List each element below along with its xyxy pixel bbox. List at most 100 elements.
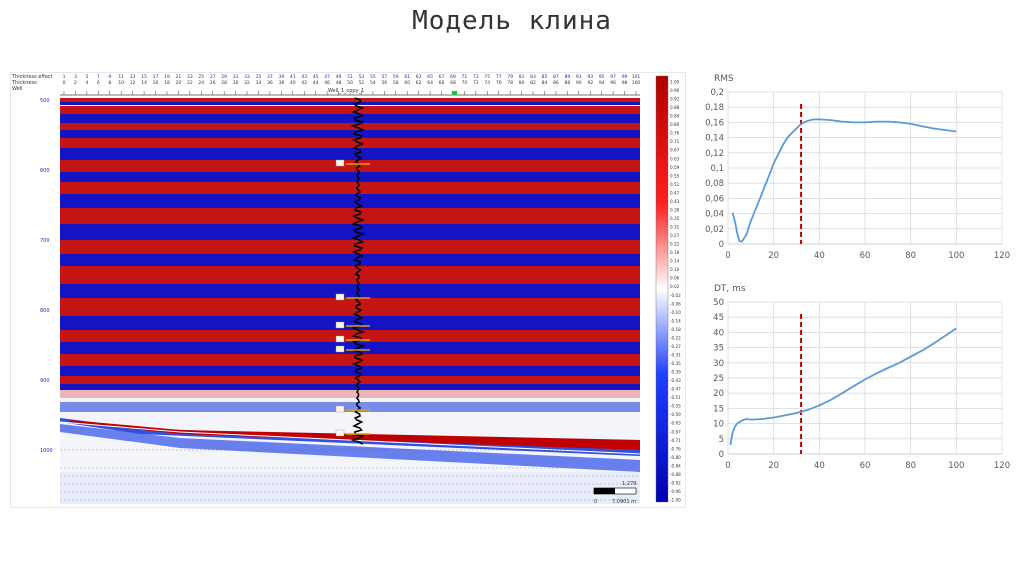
positive-amplitude-band [60, 354, 640, 366]
well-marker-label-box [335, 321, 345, 329]
positive-amplitude-band [60, 298, 640, 316]
thickness-effect-tick: 97 [610, 74, 616, 80]
y-tick-label: 0,14 [705, 134, 724, 144]
colorbar-tick-label: 0.63 [670, 156, 680, 161]
scale-ratio-label: 1:279 [622, 481, 636, 487]
y-tick-label: 0,16 [705, 118, 724, 128]
thickness-tick: 20 [176, 80, 182, 86]
positive-amplitude-band [60, 330, 640, 342]
x-tick-label: 20 [768, 251, 779, 261]
y-tick-label: 0,18 [705, 103, 724, 113]
thickness-tick: 6 [97, 80, 100, 86]
amplitude-colorbar [655, 75, 669, 503]
y-tick-label: 50 [713, 298, 724, 308]
colorbar-tick-label: 0.27 [670, 233, 680, 238]
thickness-tick: 92 [587, 80, 593, 86]
colorbar-tick-label: 0.92 [670, 97, 680, 102]
thickness-effect-tick: 75 [484, 74, 490, 80]
negative-amplitude-band [60, 284, 640, 298]
thickness-effect-tick: 9 [108, 74, 111, 80]
thickness-effect-tick: 61 [404, 74, 410, 80]
thickness-tick: 22 [187, 80, 193, 86]
colorbar-tick-label: -0.18 [670, 327, 681, 332]
y-tick-label: 0,06 [705, 194, 724, 204]
positive-amplitude-band [60, 160, 640, 172]
thickness-effect-tick: 43 [301, 74, 307, 80]
colorbar-tick-label: 0.96 [670, 88, 680, 93]
thickness-tick: 82 [530, 80, 536, 86]
well-log-trace [350, 97, 366, 445]
thickness-tick: 80 [519, 80, 525, 86]
colorbar-tick-label: 0.02 [670, 284, 680, 289]
thickness-effect-tick: 55 [370, 74, 376, 80]
y-tick-label: 35 [713, 344, 724, 354]
colorbar-tick-label: -0.14 [670, 318, 681, 323]
thickness-tick: 48 [336, 80, 342, 86]
rms-chart: RMS 0 0,02 0,04 0,06 0,08 0,1 0,12 0,14 0,16 0,18 0… [705, 74, 1010, 261]
depth-tick-label: 500 [40, 98, 50, 104]
x-tick-label: 120 [994, 251, 1010, 261]
colorbar-tick-label: 0.55 [670, 173, 680, 178]
thickness-effect-tick: 1 [63, 74, 66, 80]
well-name-label: Well_1_copy_1 [328, 88, 364, 94]
thickness-effect-tick: 87 [553, 74, 559, 80]
colorbar-tick-label: -0.88 [670, 472, 681, 477]
colorbar-tick-label: -0.27 [670, 344, 681, 349]
colorbar-tick-label: 0.39 [670, 207, 680, 212]
soft-positive-band [60, 390, 640, 398]
thickness-effect-tick: 69 [450, 74, 456, 80]
colorbar-tick-label: 0.14 [670, 259, 680, 264]
colorbar-tick-label: -0.63 [670, 421, 681, 426]
negative-amplitude-band [60, 130, 640, 138]
thickness-tick: 52 [359, 80, 365, 86]
positive-amplitude-band [60, 240, 640, 254]
thickness-tick: 26 [210, 80, 216, 86]
y-tick-label: 0,02 [705, 225, 724, 235]
y-tick-label: 0,2 [710, 88, 724, 98]
thickness-effect-tick: 17 [153, 74, 159, 80]
colorbar-tick-label: 0.80 [670, 122, 680, 127]
x-tick-label: 20 [768, 461, 779, 471]
colorbar-tick-label: 0.84 [670, 114, 680, 119]
thickness-effect-tick: 15 [141, 74, 147, 80]
thickness-effect-tick: 53 [359, 74, 365, 80]
depth-tick-label: 700 [40, 238, 50, 244]
thickness-effect-tick: 65 [427, 74, 433, 80]
positive-amplitude-band [60, 208, 640, 224]
seismic-wedge-model-panel: Thickness effectThicknessWell10325476981… [10, 72, 686, 508]
thickness-tick: 32 [244, 80, 250, 86]
series-line [731, 118, 957, 243]
dt-chart: DT, ms 0 5 10 15 20 25 30 35 40 45 50 0 20 40 60 80 100 12… [713, 284, 1010, 471]
y-tick-label: 45 [713, 313, 724, 323]
y-tick-label: 15 [713, 404, 724, 414]
negative-amplitude-band [60, 194, 640, 208]
thickness-tick: 30 [233, 80, 239, 86]
colorbar-tick-label: 1.00 [670, 80, 680, 85]
well-marker-label-box [335, 293, 345, 301]
colorbar-tick-label: -0.02 [670, 293, 681, 298]
y-tick-label: 0,04 [705, 210, 724, 220]
x-tick-label: 80 [905, 461, 916, 471]
colorbar-tick-label: -0.96 [670, 489, 681, 494]
thickness-effect-tick: 79 [507, 74, 513, 80]
well-marker-label-box [335, 159, 345, 167]
thickness-effect-tick: 27 [210, 74, 216, 80]
thickness-effect-tick: 21 [176, 74, 182, 80]
thickness-effect-tick: 73 [473, 74, 479, 80]
negative-amplitude-band [60, 384, 640, 390]
colorbar-tick-label: 0.47 [670, 190, 680, 195]
thickness-tick: 4 [85, 80, 88, 86]
scale-bar-segment [594, 488, 615, 494]
positive-amplitude-band [60, 123, 640, 130]
colorbar-tick-label: -0.10 [670, 310, 681, 315]
thickness-effect-tick: 19 [164, 74, 170, 80]
x-tick-label: 60 [860, 251, 871, 261]
colorbar-tick-label: -0.06 [670, 301, 681, 306]
thickness-tick: 18 [164, 80, 170, 86]
thickness-effect-tick: 83 [530, 74, 536, 80]
thickness-effect-tick: 89 [564, 74, 570, 80]
x-tick-label: 0 [725, 461, 730, 471]
depth-tick-label: 900 [40, 378, 50, 384]
thickness-tick: 74 [484, 80, 490, 86]
colorbar-tick-label: -0.43 [670, 378, 681, 383]
